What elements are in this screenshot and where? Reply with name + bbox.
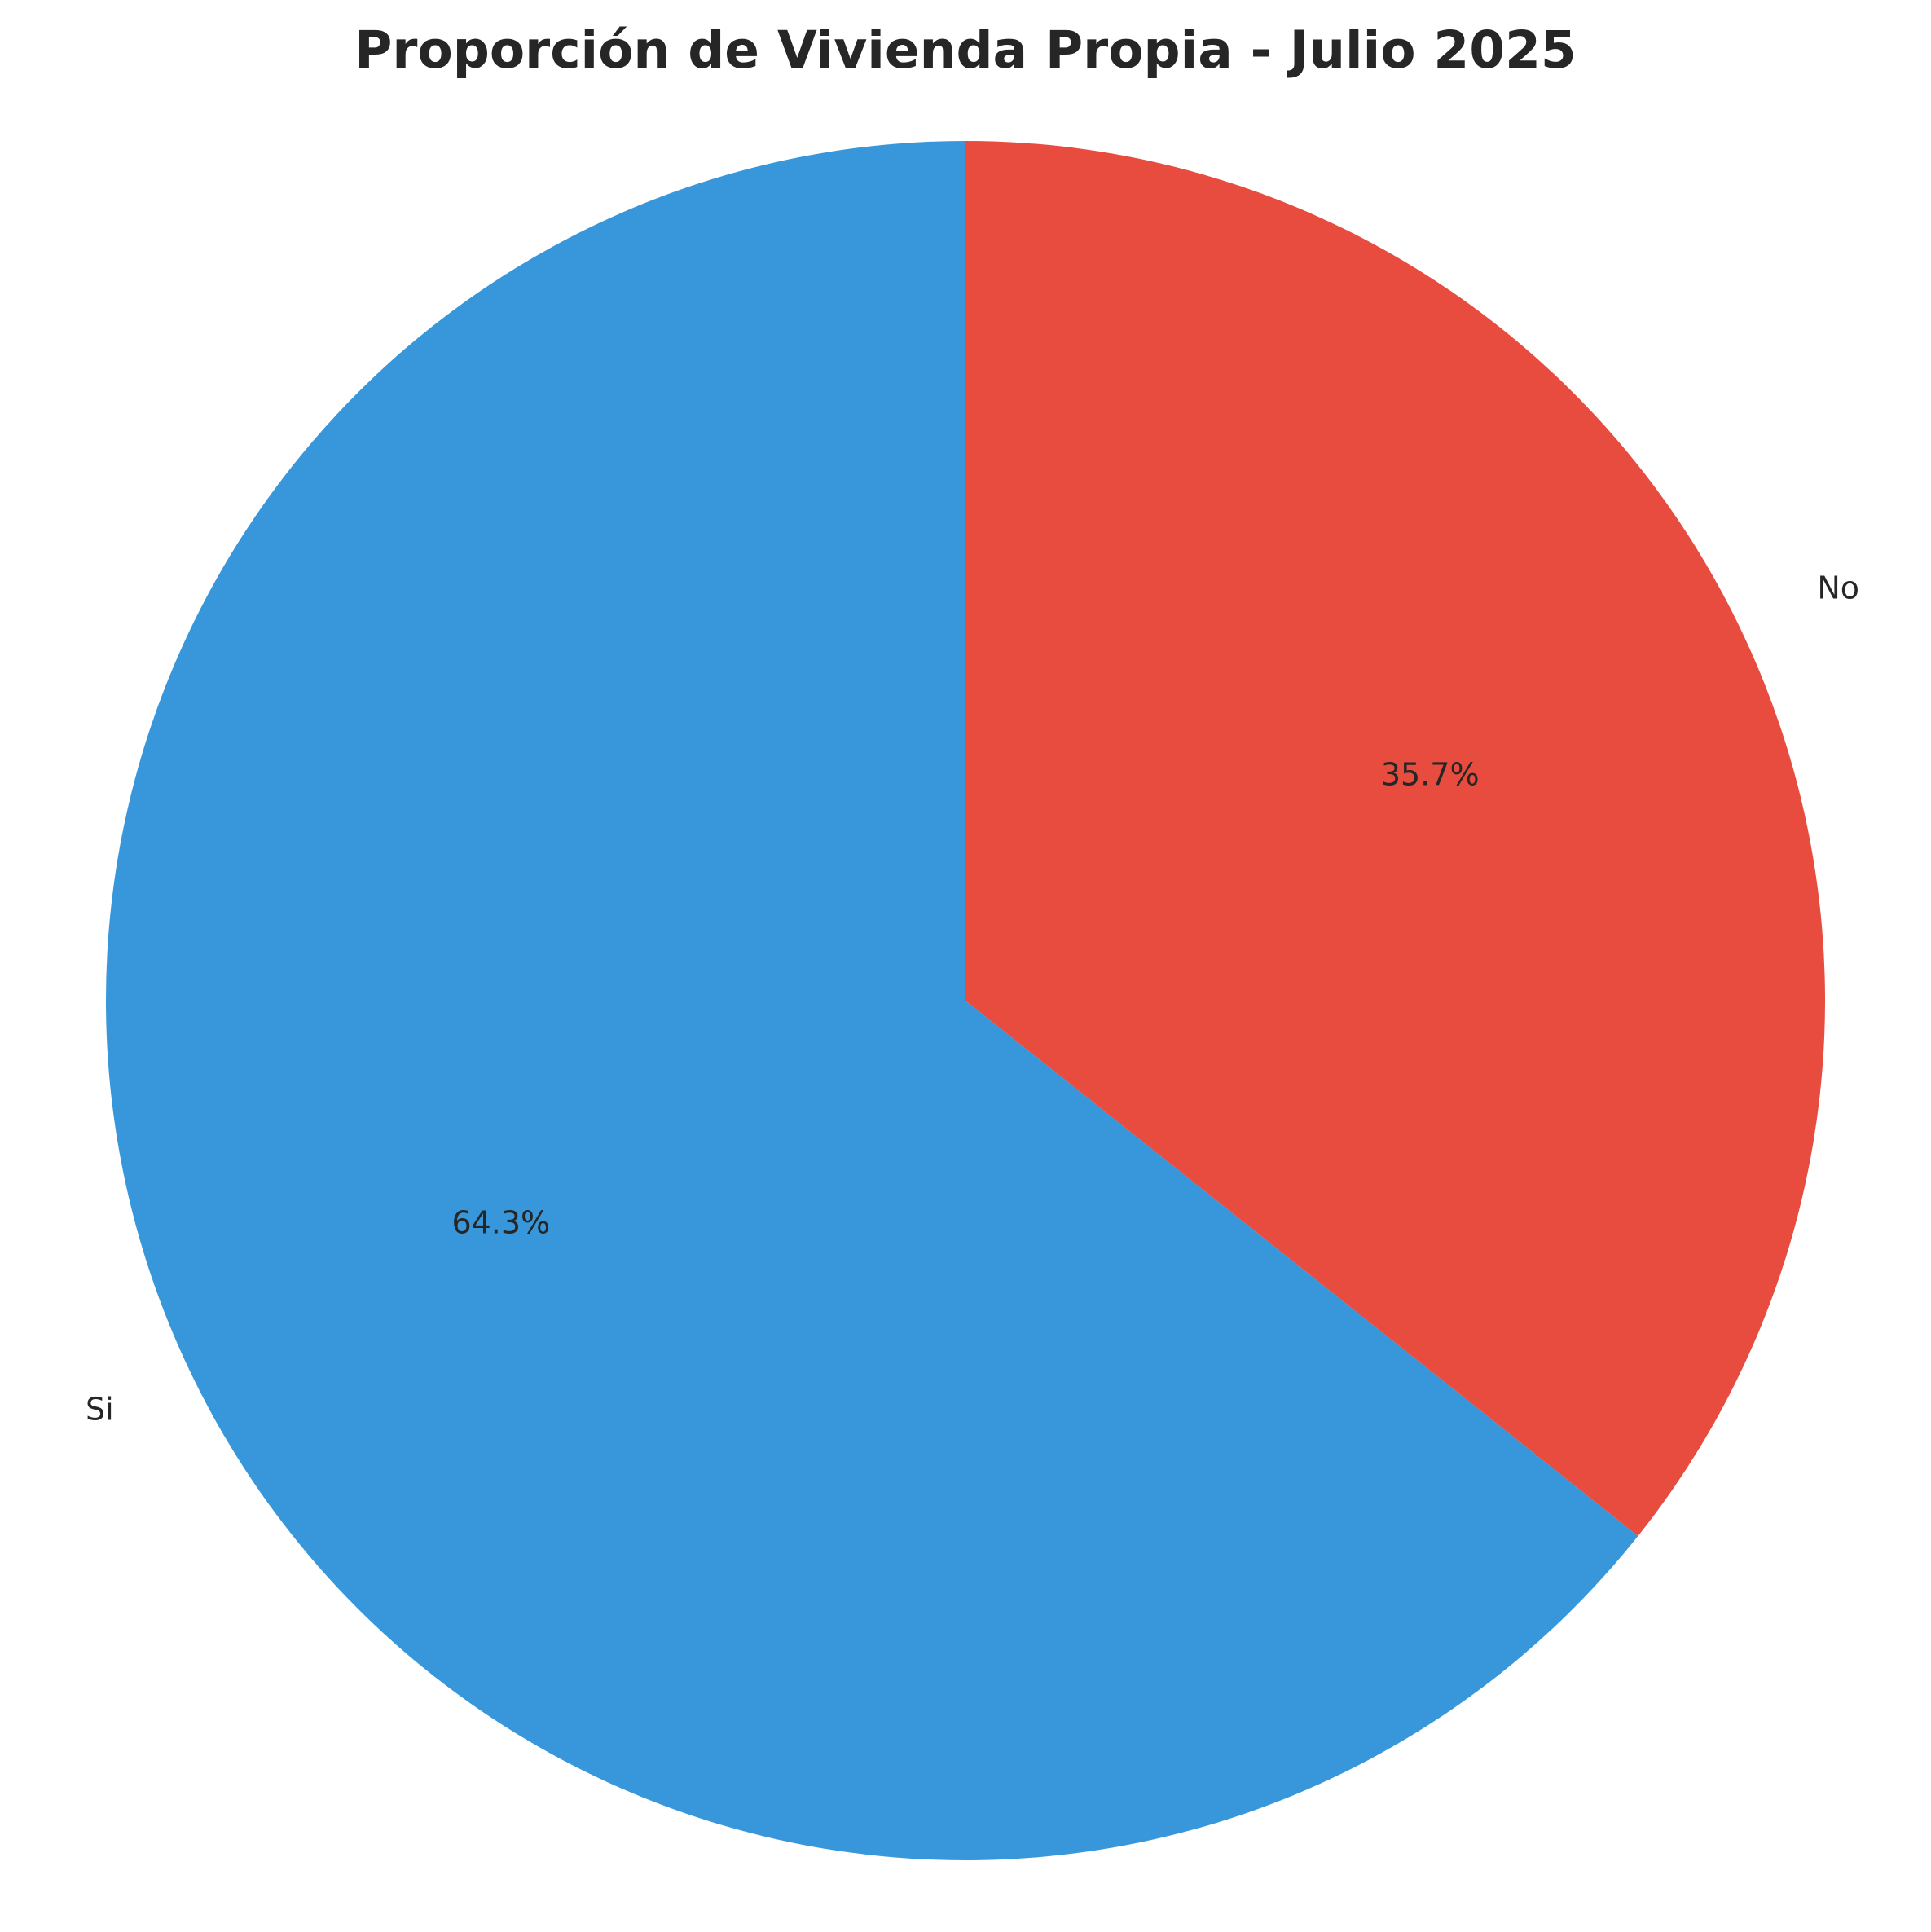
- pie-slice-no: [966, 141, 1825, 1537]
- pie-slice-si: [105, 141, 1638, 1860]
- slice-label-no: No: [1817, 570, 1859, 606]
- percent-label-si: 64.3%: [451, 1204, 550, 1240]
- percent-label-no: 35.7%: [1381, 757, 1480, 793]
- chart-title: Proporción de Vivienda Propia - Julio 20…: [354, 20, 1577, 80]
- slice-label-si: Si: [86, 1391, 114, 1427]
